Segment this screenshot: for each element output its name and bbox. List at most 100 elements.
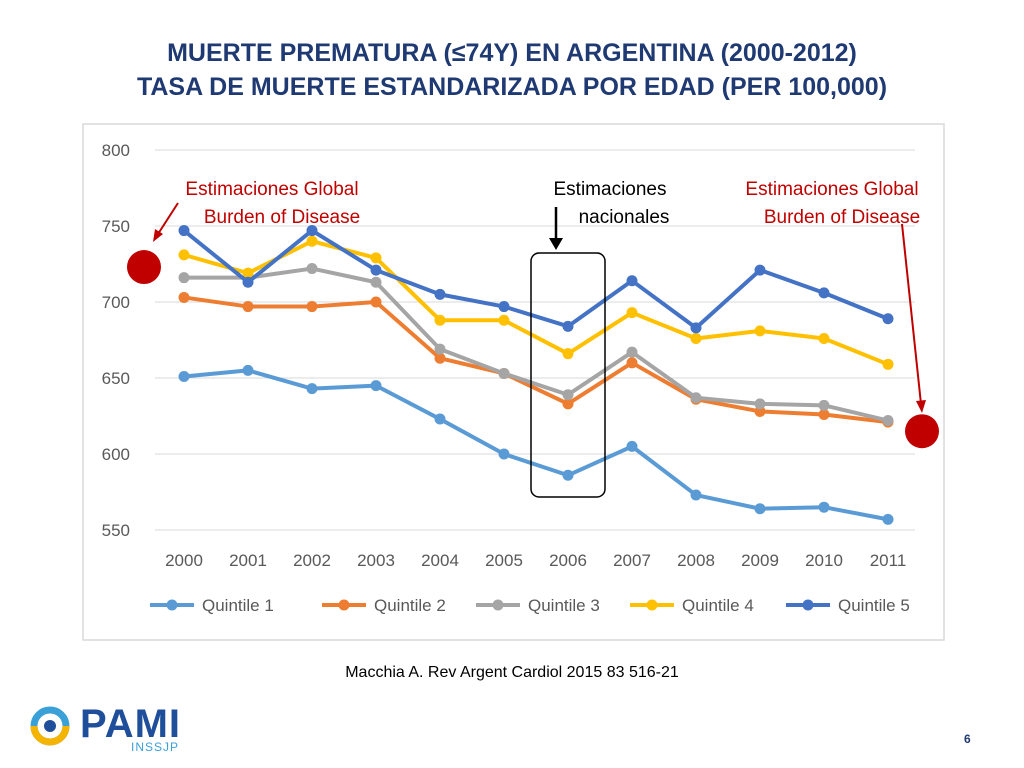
data-point [306,383,318,395]
data-point [370,264,382,276]
annotation-right-line2: Burden of Disease [764,207,920,228]
data-point [818,408,830,420]
data-point [882,313,894,325]
data-point [306,301,318,313]
data-point [434,413,446,425]
x-tick-label: 2002 [293,551,331,570]
title-line-1: MUERTE PREMATURA (≤74Y) EN ARGENTINA (20… [167,39,857,67]
series-line [182,239,890,367]
annotation-left-line1: Estimaciones Global [185,179,358,200]
data-point [818,399,830,411]
data-point [818,501,830,513]
legend-marker [646,599,658,611]
annotation-right-line1: Estimaciones Global [745,179,918,200]
logo-word: PAMI [80,702,182,746]
legend-label: Quintile 1 [202,596,274,615]
data-point [306,225,318,237]
data-point [498,301,510,313]
pami-logo: PAMI INSSJP [28,700,208,756]
data-point [754,405,766,417]
data-point [370,252,382,264]
highlight-box [530,252,606,498]
annotation-center-arrowhead [549,238,563,250]
data-point [178,370,190,382]
data-point [434,314,446,326]
annotation-center-line2: nacionales [579,207,670,228]
y-tick-label: 700 [102,293,130,312]
gbd-marker-left [127,250,161,285]
data-point [754,325,766,337]
data-point [306,235,318,247]
legend-marker [166,599,178,611]
x-tick-label: 2009 [741,551,779,570]
data-point [370,276,382,288]
data-point [434,352,446,364]
x-tick-label: 2004 [421,551,459,570]
legend-label: Quintile 3 [528,596,600,615]
pami-logo-icon [30,706,70,746]
chart-frame [82,123,945,641]
y-tick-label: 750 [102,217,130,236]
series-line [182,295,890,425]
data-point [434,343,446,355]
data-point [242,267,254,279]
legend-marker [338,599,350,611]
data-point [498,448,510,460]
legend-label: Quintile 2 [374,596,446,615]
data-point [370,380,382,392]
data-point [882,358,894,370]
data-point [754,264,766,276]
data-point [434,288,446,300]
x-tick-label: 2005 [485,551,523,570]
y-tick-label: 550 [102,521,130,540]
data-point [370,296,382,308]
legend-marker [492,599,504,611]
x-tick-label: 2003 [357,551,395,570]
data-point [562,320,574,332]
series-line [182,266,890,423]
slide-title: MUERTE PREMATURA (≤74Y) EN ARGENTINA (20… [0,36,1024,104]
data-point [818,332,830,344]
data-point [178,272,190,284]
annotation-right-arrow [901,223,922,405]
data-point [626,275,638,287]
annotation-left-line2: Burden of Disease [204,207,360,228]
legend-marker [802,599,814,611]
y-tick-label: 800 [102,141,130,160]
data-point [626,357,638,369]
data-point [754,503,766,515]
x-tick-label: 2001 [229,551,267,570]
data-point [626,346,638,358]
annotation-left-arrowhead [153,229,163,242]
gbd-marker-right [905,414,939,449]
data-point [626,307,638,319]
page-number: 6 [964,732,971,746]
annotation-center-line1: Estimaciones [554,179,667,200]
data-point [562,389,574,401]
x-tick-label: 2011 [870,551,907,570]
annotation-left-arrow [157,202,179,235]
logo-subtitle: INSSJP [131,740,180,754]
data-point [562,348,574,360]
data-point [498,314,510,326]
data-point [690,489,702,501]
data-point [690,332,702,344]
data-point [306,263,318,275]
x-tick-label: 2008 [677,551,715,570]
data-point [242,301,254,313]
data-point [754,398,766,410]
x-tick-label: 2000 [165,551,203,570]
citation: Macchia A. Rev Argent Cardiol 2015 83 51… [345,664,679,681]
data-point [690,322,702,334]
data-point [882,513,894,525]
data-point [562,469,574,481]
data-point [178,291,190,303]
data-point [562,398,574,410]
x-tick-label: 2010 [805,551,843,570]
data-point [818,287,830,299]
legend-label: Quintile 5 [838,596,910,615]
title-line-2: TASA DE MUERTE ESTANDARIZADA POR EDAD (P… [136,73,888,101]
x-tick-label: 2006 [549,551,587,570]
x-tick-label: 2007 [613,551,651,570]
